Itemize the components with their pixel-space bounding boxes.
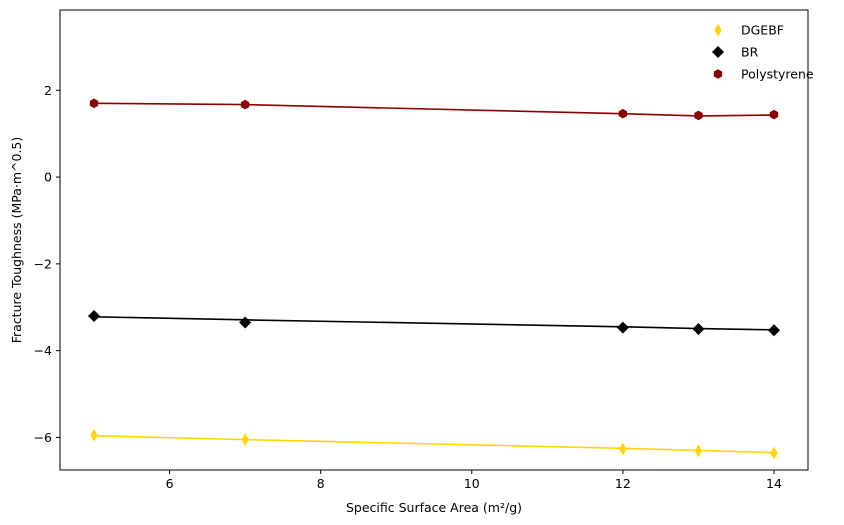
data-point-br (692, 322, 705, 335)
y-tick-label: −6 (34, 430, 52, 445)
y-tick-label: −2 (34, 256, 52, 271)
data-point-br (768, 324, 780, 337)
data-point-dgebf (694, 444, 703, 458)
data-point-polystyrene (618, 108, 628, 119)
data-point-polystyrene (240, 99, 250, 110)
data-point-br (88, 309, 100, 322)
y-tick-label: −4 (34, 343, 52, 358)
y-axis: −6 −4 −2 0 2 (34, 83, 60, 445)
data-point-polystyrene (89, 98, 99, 109)
x-tick-label: 12 (615, 476, 631, 491)
y-axis-label: Fracture Toughness (MPa·m^0.5) (9, 137, 24, 344)
legend-label-polystyrene: Polystyrene (741, 67, 814, 82)
x-axis: 6 8 10 12 14 (166, 470, 782, 491)
x-tick-label: 6 (166, 476, 174, 491)
data-point-polystyrene (769, 109, 779, 120)
data-point-dgebf (90, 428, 98, 442)
data-point-br (239, 316, 252, 329)
x-tick-label: 8 (317, 476, 325, 491)
y-tick-label: 0 (44, 170, 52, 185)
legend-marker-dgebf (714, 23, 722, 37)
plot-area (59, 9, 809, 471)
data-point-dgebf (241, 433, 249, 447)
y-tick-label: 2 (44, 83, 52, 98)
x-axis-label: Specific Surface Area (m²/g) (346, 500, 522, 515)
data-point-br (616, 321, 629, 334)
legend-marker-br (712, 46, 724, 58)
legend-label-br: BR (741, 45, 759, 60)
x-tick-label: 14 (766, 476, 782, 491)
data-point-dgebf (770, 446, 778, 460)
series-br (88, 309, 780, 337)
x-tick-label: 10 (464, 476, 480, 491)
legend: DGEBF BR Polystyrene (712, 23, 814, 82)
series-polystyrene (89, 98, 779, 121)
legend-marker-polystyrene (713, 69, 723, 79)
data-point-polystyrene (694, 110, 703, 121)
series-dgebf (90, 428, 778, 460)
legend-label-dgebf: DGEBF (741, 23, 784, 38)
data-point-dgebf (619, 442, 627, 456)
series-layer (88, 98, 780, 460)
